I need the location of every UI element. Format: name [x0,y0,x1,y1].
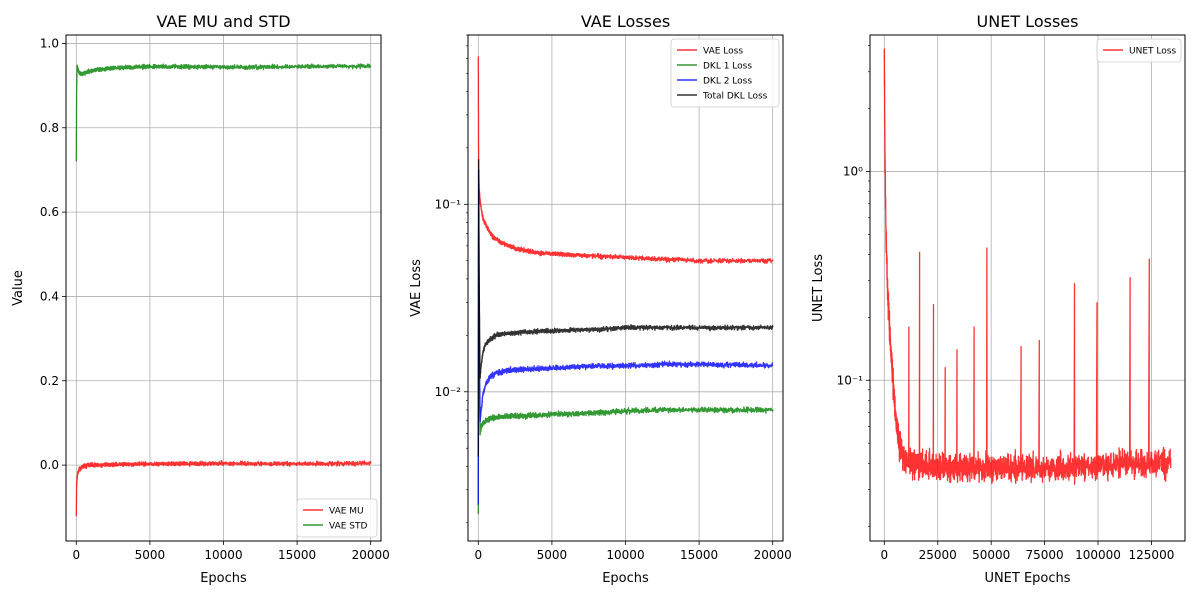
x-tick-label: 0 [72,548,80,562]
chart-unet-losses: 0 25000 50000 75000 100000 125000 10⁻¹ 10⁰ UNET … [811,12,1186,586]
x-tick-label: 50000 [972,548,1010,562]
y-axis-label: VAE Loss [409,259,424,317]
x-tick-label: 5000 [537,548,568,562]
chart-vae-mu-std: 0 5000 10000 15000 20000 0.0 0.2 0.4 0.6 0.8 1.0 VA… [11,12,390,586]
y-tick-label: 10⁻¹ [837,373,864,387]
x-tick-label: 75000 [1026,548,1064,562]
y-tick-label: 10⁻² [435,385,462,399]
series-group [477,56,774,515]
grid [468,35,783,541]
y-axis-label: UNET Loss [811,254,826,322]
y-tick-label: 10⁻¹ [435,197,462,211]
x-tick-label: 20000 [754,548,792,562]
x-tick-label: 100000 [1075,548,1121,562]
x-axis-label: Epochs [602,571,649,586]
legend: UNET Loss [1096,38,1182,63]
x-tick-label: 0 [474,548,482,562]
y-tick-label: 0.2 [40,374,59,388]
series-line-vae-loss [477,56,774,265]
y-tick-label: 0.8 [40,121,59,135]
legend-label-dkl-2-loss: DKL 2 Loss [703,77,752,87]
series-line-total-dkl-loss [477,159,774,458]
legend-label-dkl-1-loss: DKL 1 Loss [703,62,752,72]
chart-title: VAE Losses [581,12,670,31]
axes-frame [869,34,1186,542]
x-tick-label: 10000 [606,548,644,562]
x-axis-label: UNET Epochs [984,571,1070,586]
chart-title: VAE MU and STD [156,12,290,31]
y-tick-label: 0.0 [40,458,59,472]
series-line-vae-std [75,63,372,162]
x-tick-label: 20000 [352,548,390,562]
y-tick-label: 0.6 [40,205,59,219]
series-line-vae-mu [75,460,372,517]
series-line-dkl-1-loss [477,169,774,515]
series-line-dkl-2-loss [477,169,774,506]
x-tick-label: 10000 [204,548,242,562]
legend-label-vae-loss: VAE Loss [703,47,743,57]
chart-vae-losses: 0 5000 10000 15000 20000 10⁻² 10⁻¹ VAE Losses Ep… [409,12,792,586]
legend-label-unet-loss: UNET Loss [1129,47,1176,57]
x-tick-label: 25000 [919,548,957,562]
y-tick-label: 1.0 [40,36,59,50]
legend: VAE MU VAE STD [296,498,378,538]
y-tick-label: 10⁰ [843,164,863,178]
x-tick-label: 15000 [278,548,316,562]
series-group [883,48,1172,485]
series-group [75,63,372,517]
y-axis-label: Value [11,270,26,306]
series-line-unet-loss [883,48,1172,485]
legend-label-vae-mu: VAE MU [329,507,364,517]
chart-title: UNET Losses [977,12,1079,31]
x-tick-label: 5000 [135,548,166,562]
x-tick-label: 0 [880,548,888,562]
legend-box [296,498,378,538]
x-tick-label: 125000 [1129,548,1175,562]
legend-box [1096,38,1182,63]
y-tick-label: 0.4 [40,289,59,303]
x-axis-label: Epochs [200,571,247,586]
legend-label-vae-std: VAE STD [329,522,367,532]
legend: VAE Loss DKL 1 Loss DKL 2 Loss Total DKL Lo… [670,38,780,108]
x-tick-label: 15000 [680,548,718,562]
legend-label-total-dkl-loss: Total DKL Loss [702,92,768,102]
legend-box [670,38,780,108]
grid [870,35,1185,541]
